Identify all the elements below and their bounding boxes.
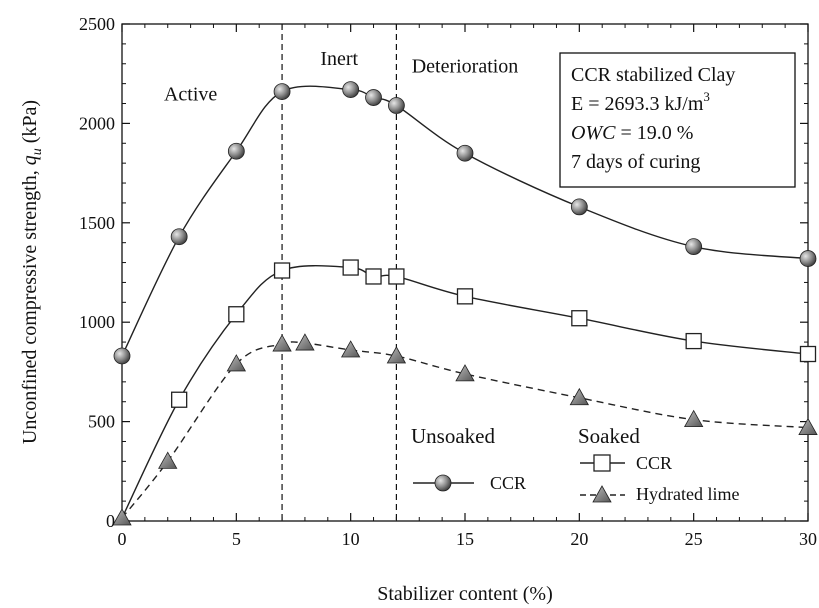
data-point-unsoaked-ccr: [342, 81, 360, 99]
legend-title-soaked: Soaked: [578, 424, 640, 448]
legend-item-soaked-ccr: CCR: [580, 453, 672, 473]
data-point-soaked-ccr: [273, 262, 291, 279]
data-point-unsoaked-ccr: [365, 89, 382, 106]
y-tick-label: 1000: [79, 312, 115, 332]
data-point-soaked-ccr: [799, 345, 817, 363]
x-tick-label: 15: [456, 529, 474, 549]
data-point-unsoaked-ccr: [273, 83, 291, 100]
info-box: CCR stabilized Clay E = 2693.3 kJ/m3 OWC…: [559, 52, 796, 188]
zone-labels: Active Inert Deterioration: [164, 48, 518, 106]
x-tick-label: 0: [118, 529, 127, 549]
y-axis-label: Unconfined compressive strength, qu (kPa…: [19, 100, 45, 444]
info-box-line-1: CCR stabilized Clay: [571, 64, 735, 86]
y-tick-label: 1500: [79, 213, 115, 233]
data-point-soaked-ccr: [228, 306, 245, 323]
data-point-soaked-ccr: [456, 288, 474, 305]
data-point-hydrated-lime: [226, 354, 247, 372]
info-box-line-3: OWC = 19.0 %: [571, 122, 693, 144]
zone-label: Deterioration: [412, 56, 519, 78]
series-markers: [112, 81, 818, 526]
tick-labels: 0 5 10 15 20 25 30 0 500 1000 1500 2000 2500: [79, 14, 817, 549]
data-point-soaked-ccr: [342, 259, 359, 276]
data-point-unsoaked-ccr: [456, 144, 474, 162]
x-tick-label: 20: [570, 529, 588, 549]
legend-label-hydrated-lime: Hydrated lime: [636, 484, 739, 504]
data-point-hydrated-lime: [798, 417, 818, 435]
data-point-soaked-ccr: [388, 268, 405, 285]
data-point-hydrated-lime: [272, 334, 292, 352]
data-point-unsoaked-ccr: [113, 347, 131, 365]
data-point-hydrated-lime: [295, 333, 315, 351]
data-point-unsoaked-ccr: [227, 142, 245, 160]
info-box-line-4: 7 days of curing: [571, 151, 700, 173]
x-tick-label: 10: [342, 529, 360, 549]
data-point-soaked-ccr: [571, 310, 588, 327]
legend-label-soaked-ccr: CCR: [636, 453, 672, 473]
data-point-unsoaked-ccr: [799, 250, 817, 267]
x-axis-label: Stabilizer content (%): [377, 583, 553, 605]
legend-triangle-marker: [592, 485, 612, 503]
data-point-hydrated-lime: [112, 508, 132, 526]
data-point-soaked-ccr: [365, 268, 382, 285]
data-point-unsoaked-ccr: [570, 198, 588, 216]
legend-title-unsoaked: Unsoaked: [411, 424, 495, 448]
axis-ticks: [121, 23, 809, 522]
legend-square-marker: [593, 454, 611, 472]
x-tick-label: 5: [232, 529, 241, 549]
y-tick-label: 2000: [79, 113, 115, 133]
data-point-hydrated-lime: [386, 346, 407, 364]
x-tick-label: 30: [799, 529, 817, 549]
zone-label: Inert: [320, 48, 358, 70]
legend-item-unsoaked-ccr: CCR: [413, 473, 526, 493]
y-tick-label: 2500: [79, 14, 115, 34]
legend-label-unsoaked-ccr: CCR: [490, 473, 526, 493]
data-point-unsoaked-ccr: [170, 228, 188, 246]
data-point-unsoaked-ccr: [387, 97, 405, 114]
legend-item-hydrated-lime: Hydrated lime: [580, 484, 739, 504]
data-point-soaked-ccr: [171, 391, 188, 408]
zone-label: Active: [164, 84, 217, 106]
data-point-soaked-ccr: [685, 332, 702, 350]
data-point-unsoaked-ccr: [685, 238, 703, 256]
data-point-hydrated-lime: [340, 340, 361, 358]
data-point-hydrated-lime: [569, 387, 590, 406]
data-point-hydrated-lime: [683, 409, 704, 428]
legend-circle-marker: [434, 474, 452, 492]
data-point-hydrated-lime: [158, 451, 178, 469]
data-point-hydrated-lime: [455, 364, 475, 382]
info-box-line-2: E = 2693.3 kJ/m3: [571, 89, 710, 115]
legend: Unsoaked Soaked CCR CCR Hydrated lime: [411, 424, 739, 504]
y-tick-label: 500: [88, 412, 115, 432]
x-tick-label: 25: [685, 529, 703, 549]
y-tick-label: 0: [106, 511, 115, 531]
